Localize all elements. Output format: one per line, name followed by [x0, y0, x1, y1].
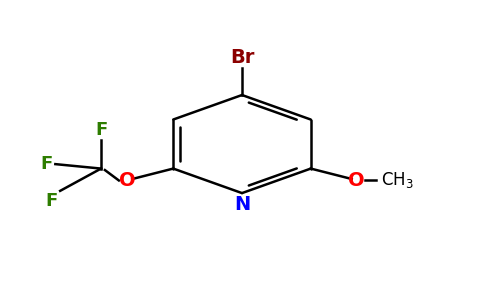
Text: F: F [41, 155, 53, 173]
Text: Br: Br [230, 48, 254, 67]
Text: O: O [119, 171, 136, 190]
Text: F: F [95, 121, 107, 139]
Text: O: O [348, 171, 365, 190]
Text: CH$_3$: CH$_3$ [380, 170, 413, 190]
Text: F: F [45, 192, 58, 210]
Text: N: N [234, 195, 250, 214]
